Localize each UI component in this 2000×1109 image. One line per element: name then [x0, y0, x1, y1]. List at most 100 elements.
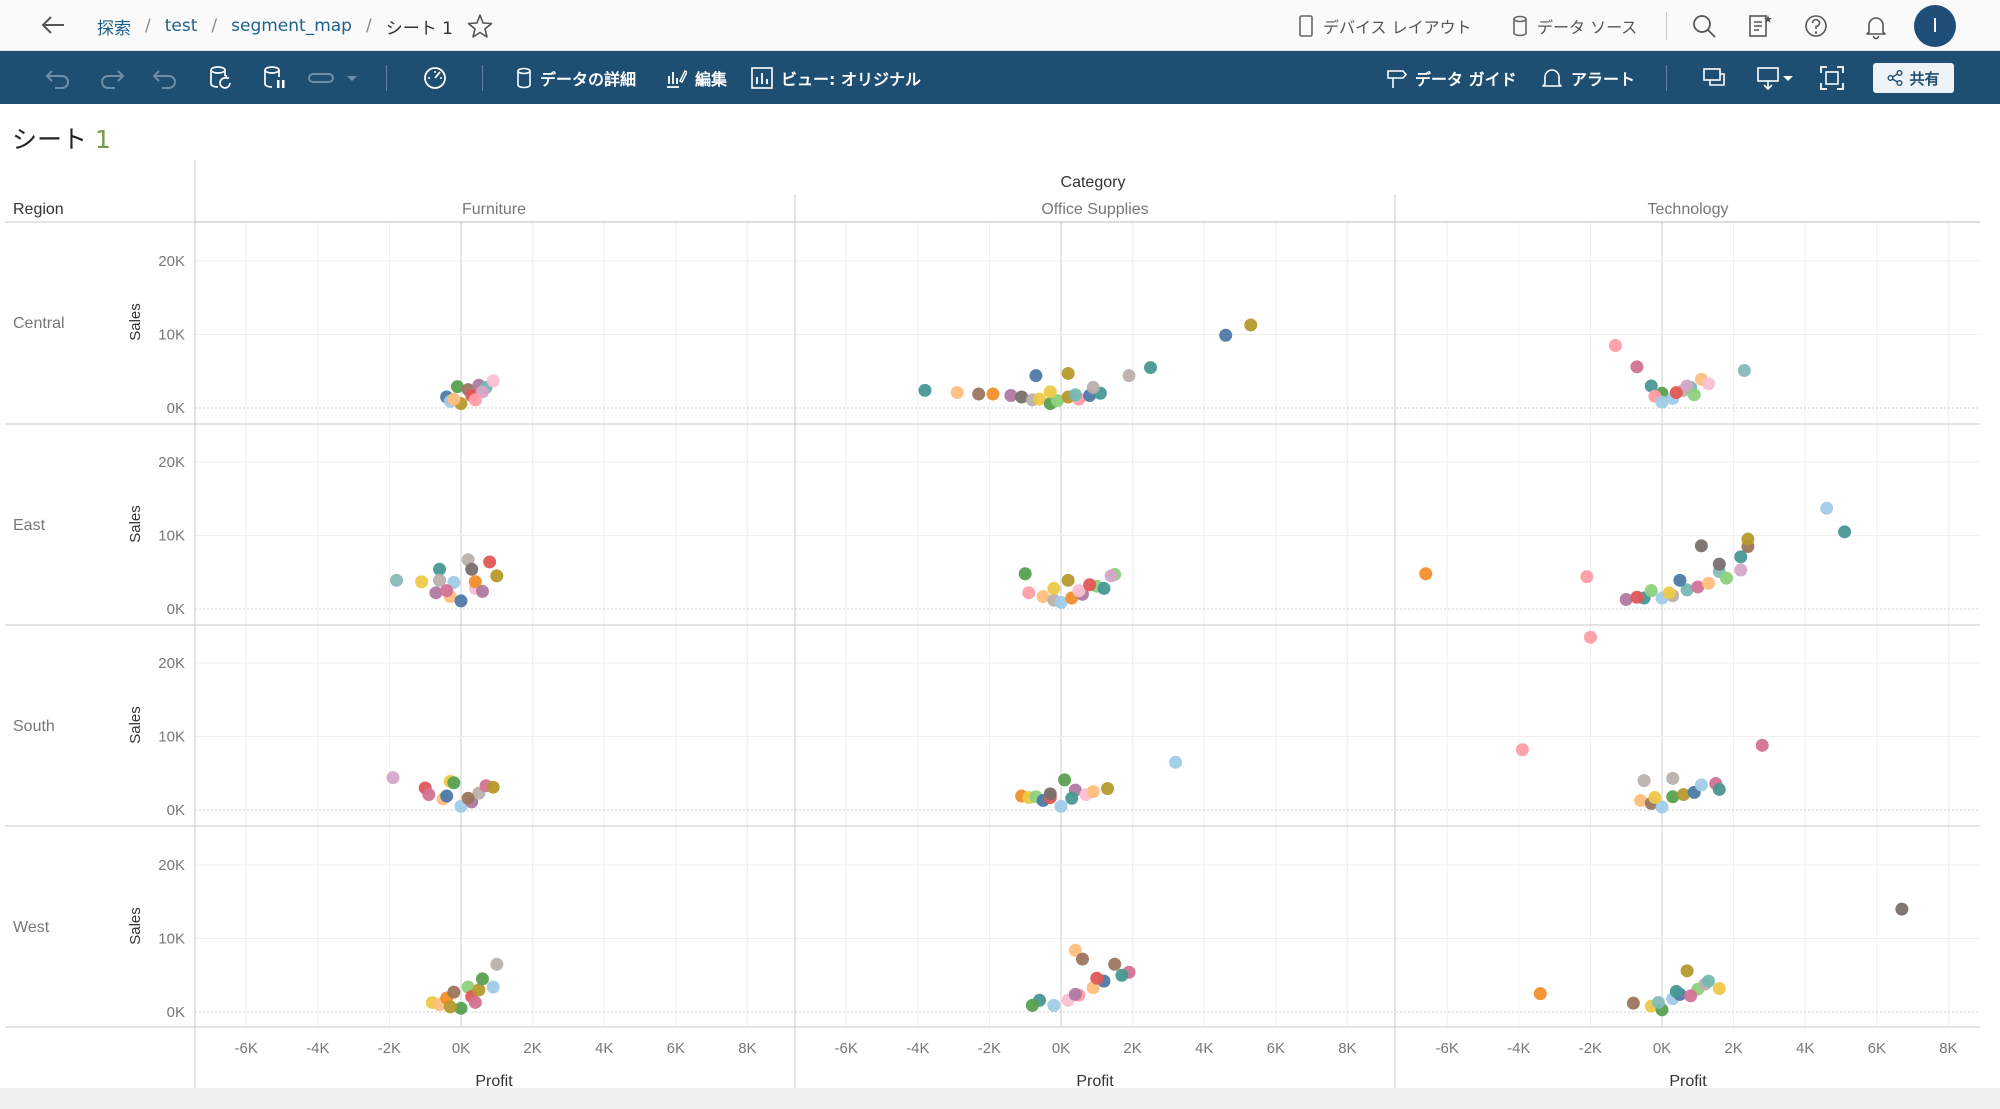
scatter-plot-matrix[interactable]: Category Region Furniture Office Supplies Te…	[0, 160, 2000, 1088]
alert-button[interactable]: アラート	[1541, 61, 1635, 95]
data-point	[1630, 590, 1644, 604]
notifications-bell-icon[interactable]	[1862, 12, 1890, 40]
data-point	[1608, 339, 1622, 353]
y-tick-label: 10K	[158, 327, 185, 344]
data-details-button[interactable]: データの詳細	[516, 61, 636, 95]
column-header-category: Category	[1061, 174, 1126, 191]
x-tick-label: 2K	[1724, 1040, 1742, 1057]
fullscreen-icon[interactable]	[1817, 63, 1847, 93]
y-tick-label: 0K	[167, 400, 185, 417]
data-guide-button[interactable]: データ ガイド	[1385, 61, 1517, 95]
data-point	[1115, 968, 1129, 982]
data-point	[1712, 557, 1726, 571]
data-point	[386, 771, 400, 785]
data-point	[1680, 379, 1694, 393]
region-label: West	[13, 919, 50, 936]
region-label: Central	[13, 315, 65, 332]
data-point	[440, 584, 454, 598]
y-tick-label: 20K	[158, 857, 185, 874]
redo-icon[interactable]	[97, 63, 127, 93]
custom-views-icon[interactable]	[1746, 12, 1774, 40]
x-tick-label: 4K	[595, 1040, 613, 1057]
favorite-star-icon[interactable]	[467, 13, 493, 39]
edit-chart-icon	[667, 70, 687, 88]
breadcrumb-explore[interactable]: 探索	[97, 18, 131, 39]
performance-gauge-icon[interactable]	[420, 63, 450, 93]
data-point	[465, 562, 479, 576]
data-point	[1058, 773, 1072, 787]
comments-icon[interactable]	[1700, 63, 1730, 93]
signpost-icon	[1387, 70, 1407, 88]
data-source-button[interactable]: データ ソース	[1512, 12, 1637, 40]
data-point	[468, 393, 482, 407]
data-point	[486, 980, 500, 994]
dropdown-caret-icon[interactable]	[343, 63, 361, 93]
share-icon	[1887, 70, 1903, 86]
breadcrumb-workbook[interactable]: segment_map	[231, 16, 352, 36]
x-tick-label: -4K	[906, 1040, 929, 1057]
x-tick-label: 0K	[452, 1040, 470, 1057]
x-axis-title: Profit	[1076, 1073, 1114, 1088]
data-point	[1068, 943, 1082, 957]
pause-updates-icon[interactable]	[259, 63, 289, 93]
device-layout-button[interactable]: デバイス レイアウト	[1298, 12, 1472, 40]
data-point	[1036, 590, 1050, 604]
x-axis-title: Profit	[1669, 1073, 1707, 1088]
data-point	[1669, 984, 1683, 998]
data-point	[1644, 584, 1658, 598]
help-icon[interactable]	[1802, 12, 1830, 40]
data-point	[1734, 563, 1748, 577]
data-point	[1090, 971, 1104, 985]
share-label: 共有	[1909, 69, 1940, 88]
data-point	[1515, 743, 1529, 757]
data-point	[1651, 995, 1665, 1009]
data-point	[1580, 570, 1594, 584]
x-tick-label: 2K	[1123, 1040, 1141, 1057]
x-tick-label: 2K	[523, 1040, 541, 1057]
share-button[interactable]: 共有	[1873, 63, 1954, 93]
x-tick-label: 6K	[667, 1040, 685, 1057]
status-strip	[0, 1088, 2000, 1109]
data-point	[1219, 328, 1233, 342]
y-tick-label: 0K	[167, 802, 185, 819]
x-tick-label: 8K	[1338, 1040, 1356, 1057]
refresh-data-icon[interactable]	[205, 63, 235, 93]
data-point	[1025, 998, 1039, 1012]
breadcrumb-project[interactable]: test	[164, 16, 198, 36]
y-tick-label: 20K	[158, 655, 185, 672]
x-tick-label: 8K	[1939, 1040, 1957, 1057]
data-point	[1694, 778, 1708, 792]
region-label: South	[13, 718, 55, 735]
swap-icon[interactable]	[305, 63, 335, 93]
data-point	[1108, 957, 1122, 971]
divider	[1666, 12, 1667, 40]
data-point	[1630, 360, 1644, 374]
data-point	[1673, 573, 1687, 587]
data-point	[918, 383, 932, 397]
download-icon[interactable]	[1755, 63, 1785, 93]
data-point	[450, 380, 464, 394]
view-original-button[interactable]: ビュー: オリジナル	[751, 61, 921, 95]
download-caret-icon[interactable]	[1780, 63, 1796, 93]
data-point	[1075, 952, 1089, 966]
edit-button[interactable]: 編集	[665, 61, 727, 95]
data-point	[447, 392, 461, 406]
region-label: East	[13, 517, 46, 534]
back-arrow-icon[interactable]	[38, 10, 68, 40]
category-label: Office Supplies	[1041, 201, 1148, 218]
search-icon[interactable]	[1690, 12, 1718, 40]
data-point	[429, 586, 443, 600]
undo-icon[interactable]	[43, 63, 73, 93]
x-tick-label: -4K	[1507, 1040, 1530, 1057]
alert-label: アラート	[1571, 70, 1636, 89]
data-point	[490, 957, 504, 971]
revert-icon[interactable]	[150, 63, 180, 93]
y-tick-label: 0K	[167, 1004, 185, 1021]
x-tick-label: -6K	[835, 1040, 858, 1057]
data-point	[1097, 581, 1111, 595]
user-avatar[interactable]: I	[1914, 5, 1956, 47]
data-point	[1702, 377, 1716, 391]
toolbar-divider	[1666, 65, 1667, 91]
data-point	[486, 780, 500, 794]
data-point	[390, 573, 404, 587]
